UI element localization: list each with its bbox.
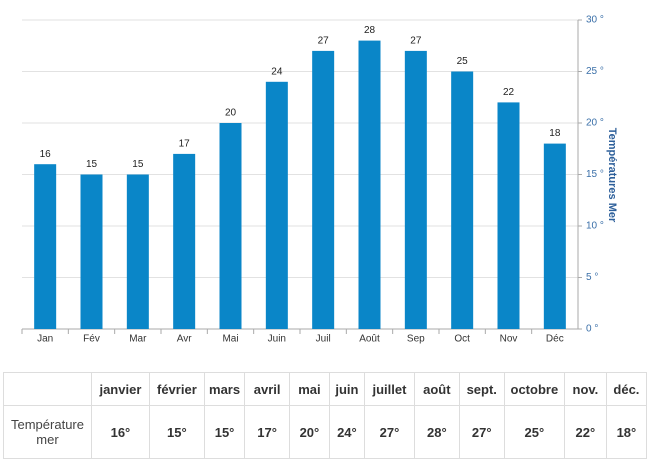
y-tick-label: 25 ° [586,66,604,77]
column-header: mai [289,372,330,406]
bar [265,81,288,329]
header-row: janvier février mars avril mai juin juillet aoû… [3,372,648,406]
cell: 15° [203,405,246,459]
x-tick-label: Juin [268,334,286,345]
value-label: 16 [40,149,52,160]
value-label: 28 [364,25,376,36]
x-tick-label: Nov [500,334,518,345]
bar [312,50,335,330]
cell: 27° [364,405,415,459]
column-header: sept. [458,372,505,406]
y-tick-label: 20 ° [586,118,604,129]
x-tick-label: Déc [546,334,564,345]
x-tick-label: Mar [129,334,147,345]
cell: 24° [328,405,366,459]
y-axis-title: Températures Mer [606,128,618,223]
x-tick-label: Sep [407,334,425,345]
column-header: nov. [563,372,607,406]
column-header: août [413,372,460,406]
bar [80,174,103,329]
column-header: mars [203,372,246,406]
value-label: 25 [457,56,469,67]
column-header: avril [244,372,291,406]
x-tick-label: Jan [37,334,53,345]
bar [451,71,474,329]
cell: 16° [90,405,150,459]
bar [404,50,427,330]
y-tick-label: 15 ° [586,169,604,180]
cell: 25° [503,405,565,459]
data-row: Température mer 16° 15° 15° 17° 20° 24° 27° 28° 2… [3,405,648,459]
column-header: juillet [364,372,415,406]
bar [173,153,196,329]
bar [34,164,57,329]
value-label: 15 [132,159,144,170]
value-label: 17 [179,139,191,150]
row-label: Température mer [3,405,92,459]
value-label: 27 [410,36,422,47]
y-tick-label: 5 ° [586,272,598,283]
x-tick-label: Juil [316,334,331,345]
column-header: octobre [503,372,565,406]
cell: 15° [148,405,205,459]
bar [543,143,566,329]
value-label: 27 [318,36,330,47]
x-tick-label: Oct [454,334,470,345]
y-tick-label: 10 ° [586,221,604,232]
cell: 17° [244,405,291,459]
x-tick-label: Fév [83,334,100,345]
y-tick-label: 0 ° [586,324,598,335]
x-tick-label: Août [359,334,380,345]
bar [219,123,242,329]
value-label: 20 [225,108,237,119]
value-label: 22 [503,87,515,98]
cell: 20° [289,405,330,459]
bar [497,102,520,330]
value-label: 15 [86,159,98,170]
column-header: février [148,372,205,406]
column-header: juin [328,372,366,406]
corner [3,372,92,406]
y-tick-label: 30 ° [586,15,604,26]
bar [358,40,381,329]
cell: 22° [563,405,607,459]
chart: Températures Mer 0 ° 5 ° 10 ° 15 ° 20 ° 25 ° 3… [21,15,618,345]
column-header: janvier [90,372,150,406]
value-label: 24 [271,66,283,77]
cell: 27° [458,405,505,459]
column-header: déc. [605,372,648,406]
bar [126,174,149,329]
x-tick-label: Avr [177,334,192,345]
cell: 28° [413,405,460,459]
cell: 18° [605,405,648,459]
data-table: janvier février mars avril mai juin juillet aoû… [3,372,648,459]
x-tick-label: Mai [222,334,238,345]
value-label: 18 [549,128,561,139]
